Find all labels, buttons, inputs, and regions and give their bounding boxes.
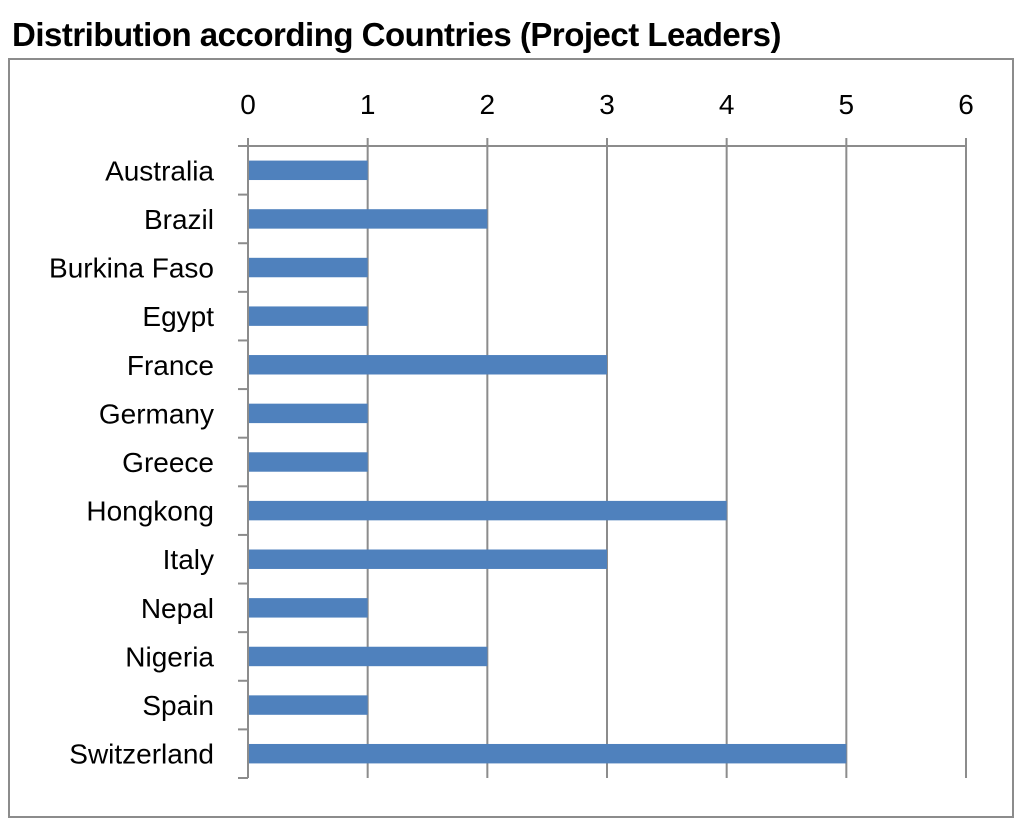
bar xyxy=(248,549,607,569)
x-tick-label: 1 xyxy=(360,89,376,120)
bar xyxy=(248,355,607,375)
category-label: Switzerland xyxy=(69,739,214,770)
bar xyxy=(248,160,368,181)
category-label: France xyxy=(127,350,214,381)
category-label: Germany xyxy=(99,398,214,429)
x-tick-label: 2 xyxy=(480,89,496,120)
bars xyxy=(248,160,847,764)
labels: 0 1 2 3 4 5 6 Australia Brazil Burkina Faso Egypt F… xyxy=(49,89,974,770)
bar xyxy=(248,452,368,472)
bar xyxy=(248,257,368,278)
bar xyxy=(248,598,368,618)
bar xyxy=(248,209,488,229)
category-label: Nigeria xyxy=(125,641,214,672)
bar xyxy=(248,306,368,326)
chart-frame xyxy=(8,58,1014,818)
chart-title: Distribution according Countries (Projec… xyxy=(12,16,781,53)
bar xyxy=(248,500,727,521)
category-label: Spain xyxy=(142,690,214,721)
bar xyxy=(248,646,488,667)
category-label: Hongkong xyxy=(86,496,214,527)
axes xyxy=(238,138,967,779)
bar xyxy=(248,403,368,424)
x-tick-label: 6 xyxy=(958,89,974,120)
category-label: Egypt xyxy=(142,301,214,332)
x-tick-label: 3 xyxy=(599,89,615,120)
category-label: Burkina Faso xyxy=(49,253,214,284)
bar xyxy=(248,743,847,764)
x-tick-label: 4 xyxy=(719,89,735,120)
category-label: Greece xyxy=(122,447,214,478)
bar xyxy=(248,695,368,715)
category-label: Nepal xyxy=(141,593,214,624)
category-label: Australia xyxy=(105,155,214,186)
category-label: Brazil xyxy=(144,204,214,235)
category-label: Italy xyxy=(163,544,214,575)
x-tick-label: 5 xyxy=(839,89,855,120)
x-tick-label: 0 xyxy=(240,89,256,120)
